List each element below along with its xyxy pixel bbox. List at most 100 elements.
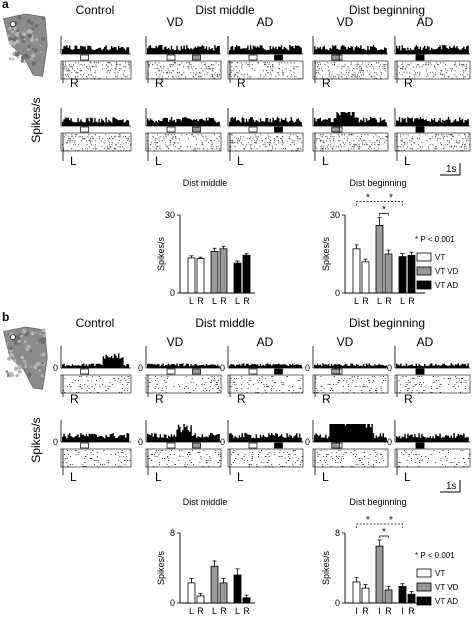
spike-tick bbox=[114, 143, 117, 146]
brain-texture-dot bbox=[23, 38, 26, 41]
psth-histogram bbox=[62, 433, 130, 442]
spike-dot bbox=[72, 464, 74, 465]
spike-tick bbox=[263, 77, 265, 80]
spike-dot bbox=[90, 392, 91, 393]
spike-dot bbox=[78, 392, 79, 393]
spike-tick bbox=[268, 143, 271, 146]
spike-dot bbox=[435, 380, 437, 381]
spike-tick bbox=[386, 135, 388, 138]
spike-tick bbox=[84, 137, 86, 140]
spike-tick bbox=[196, 71, 198, 74]
spike-tick bbox=[278, 139, 280, 142]
spike-dot bbox=[123, 378, 125, 379]
spike-dot bbox=[66, 450, 68, 451]
spike-tick bbox=[156, 133, 159, 136]
spike-tick bbox=[129, 139, 131, 142]
spike-tick bbox=[437, 63, 440, 66]
spike-dot bbox=[94, 460, 95, 461]
spike-dot bbox=[405, 382, 407, 383]
spike-tick bbox=[199, 147, 201, 150]
spike-dot bbox=[187, 454, 188, 455]
spike-tick bbox=[151, 77, 153, 80]
spike-tick bbox=[185, 77, 187, 80]
spike-tick bbox=[377, 143, 379, 146]
spike-tick bbox=[101, 63, 103, 66]
spike-tick bbox=[429, 71, 432, 74]
spike-dot bbox=[85, 466, 87, 467]
spike-tick bbox=[353, 143, 356, 146]
spike-tick bbox=[331, 77, 333, 80]
spike-tick bbox=[66, 149, 68, 152]
spike-tick bbox=[409, 147, 411, 150]
spike-tick bbox=[362, 69, 365, 72]
row-label-r: R bbox=[237, 392, 246, 406]
spike-dot bbox=[219, 466, 221, 467]
spike-tick bbox=[255, 141, 257, 144]
spike-dot bbox=[187, 388, 189, 389]
spike-dot bbox=[128, 376, 130, 377]
bar-category-label: R bbox=[220, 296, 227, 306]
spike-tick bbox=[108, 141, 111, 144]
stimulus-marker bbox=[248, 54, 258, 61]
spike-tick bbox=[252, 67, 254, 70]
spike-tick bbox=[411, 137, 413, 140]
spike-tick bbox=[173, 133, 176, 136]
spike-tick bbox=[318, 67, 321, 70]
psth-histogram bbox=[229, 363, 302, 368]
spike-tick bbox=[355, 75, 357, 78]
legend-swatch bbox=[416, 568, 432, 578]
spike-tick bbox=[257, 77, 260, 80]
spike-tick bbox=[356, 75, 359, 78]
bar-y-axis-label: Spikes/s bbox=[321, 550, 331, 585]
spike-tick bbox=[328, 75, 330, 78]
spike-dot bbox=[214, 380, 216, 381]
spike-dot bbox=[171, 450, 172, 451]
spike-tick bbox=[234, 73, 237, 76]
spike-tick bbox=[297, 135, 299, 138]
spike-dot bbox=[282, 392, 284, 393]
row-label-l: L bbox=[155, 470, 162, 484]
spike-tick bbox=[65, 63, 67, 66]
spike-dot bbox=[257, 388, 259, 389]
spike-dot bbox=[84, 462, 86, 463]
spike-dot bbox=[321, 466, 323, 467]
spike-tick bbox=[154, 143, 157, 146]
brain-texture-dot bbox=[17, 15, 22, 20]
spike-dot bbox=[167, 456, 168, 457]
spike-tick bbox=[447, 75, 449, 78]
spike-tick bbox=[237, 71, 239, 74]
spike-dot bbox=[448, 452, 449, 453]
spike-dot bbox=[80, 388, 82, 389]
spike-tick bbox=[117, 71, 119, 74]
spike-dot bbox=[323, 460, 325, 461]
spike-dot bbox=[275, 382, 276, 383]
spike-tick bbox=[422, 149, 424, 152]
significance-bracket bbox=[356, 201, 403, 206]
spike-dot bbox=[328, 454, 330, 455]
spike-tick bbox=[436, 63, 439, 66]
bar bbox=[210, 565, 219, 604]
spike-tick bbox=[248, 75, 250, 78]
spike-tick bbox=[453, 145, 456, 148]
subheader-vd: VD bbox=[337, 335, 354, 349]
raster-frame bbox=[394, 374, 471, 394]
spike-tick bbox=[257, 61, 259, 64]
legend-item-label: VT AD bbox=[435, 281, 458, 290]
brain-texture-dot bbox=[30, 331, 35, 336]
bar-category-label: L bbox=[400, 296, 405, 306]
spike-dot bbox=[369, 390, 371, 391]
spike-tick bbox=[217, 75, 219, 78]
spike-dot bbox=[342, 392, 344, 393]
spike-tick bbox=[278, 73, 280, 76]
spike-tick bbox=[376, 139, 378, 142]
spike-tick bbox=[292, 67, 295, 70]
spike-dot bbox=[379, 462, 380, 463]
bar-category-label: R bbox=[408, 606, 415, 616]
brain-texture-dot bbox=[27, 48, 30, 51]
spike-tick bbox=[457, 141, 459, 144]
spike-dot bbox=[434, 462, 436, 463]
spike-tick bbox=[439, 137, 441, 140]
spike-dot bbox=[70, 464, 72, 465]
spike-dot bbox=[295, 392, 297, 393]
spike-tick bbox=[365, 143, 367, 146]
